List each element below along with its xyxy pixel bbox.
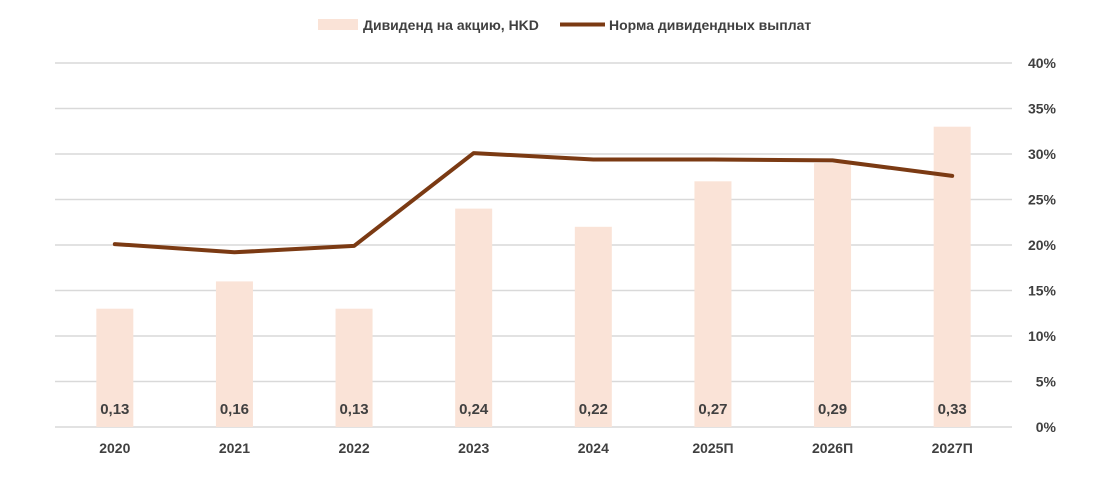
bar <box>96 308 134 427</box>
bar-value-label: 0,16 <box>220 401 249 418</box>
bar <box>814 163 852 427</box>
bar-value-label: 0,13 <box>339 401 368 418</box>
bar-value-label: 0,13 <box>100 401 129 418</box>
legend: Дивиденд на акцию, HKD Норма дивидендных… <box>318 17 811 33</box>
y-tick-label: 25% <box>1028 192 1057 208</box>
bar <box>335 308 373 427</box>
y-tick-label: 0% <box>1036 419 1057 435</box>
bar-series <box>96 126 971 427</box>
payout-ratio-line <box>112 151 955 255</box>
legend-bar-swatch <box>318 19 358 30</box>
y-tick-label: 30% <box>1028 146 1057 162</box>
bar <box>215 281 253 427</box>
y-tick-label: 15% <box>1028 283 1057 299</box>
x-tick-label: 2024 <box>578 440 609 456</box>
bar-value-label: 0,22 <box>579 401 608 418</box>
y-tick-label: 35% <box>1028 101 1057 117</box>
bar <box>574 226 612 427</box>
bar-data-labels: 0,13 0,16 0,13 0,24 0,22 0,27 0,29 0,33 <box>100 401 967 418</box>
bar-value-label: 0,33 <box>938 401 967 418</box>
y-tick-label: 10% <box>1028 328 1057 344</box>
legend-bar-label: Дивиденд на акцию, HKD <box>363 17 539 33</box>
bar <box>455 208 493 427</box>
bar <box>933 126 971 427</box>
bar-value-label: 0,27 <box>698 401 727 418</box>
x-tick-label: 2027П <box>932 440 973 456</box>
line-series <box>112 151 955 255</box>
x-tick-label: 2023 <box>458 440 489 456</box>
x-tick-label: 2026П <box>812 440 853 456</box>
bar-value-label: 0,29 <box>818 401 847 418</box>
x-tick-label: 2022 <box>338 440 369 456</box>
legend-line-label: Норма дивидендных выплат <box>609 17 811 33</box>
right-y-axis: 0% 5% 10% 15% 20% 25% 30% 35% 40% <box>1028 55 1057 435</box>
x-axis: 2020 2021 2022 2023 2024 2025П 2026П 2027П <box>99 440 973 456</box>
y-tick-label: 5% <box>1036 374 1057 390</box>
gridlines <box>55 62 1012 428</box>
bar <box>694 181 732 427</box>
y-tick-label: 40% <box>1028 55 1057 71</box>
y-tick-label: 20% <box>1028 237 1057 253</box>
x-tick-label: 2025П <box>692 440 733 456</box>
x-tick-label: 2021 <box>219 440 250 456</box>
x-tick-label: 2020 <box>99 440 130 456</box>
bar-value-label: 0,24 <box>459 401 489 418</box>
